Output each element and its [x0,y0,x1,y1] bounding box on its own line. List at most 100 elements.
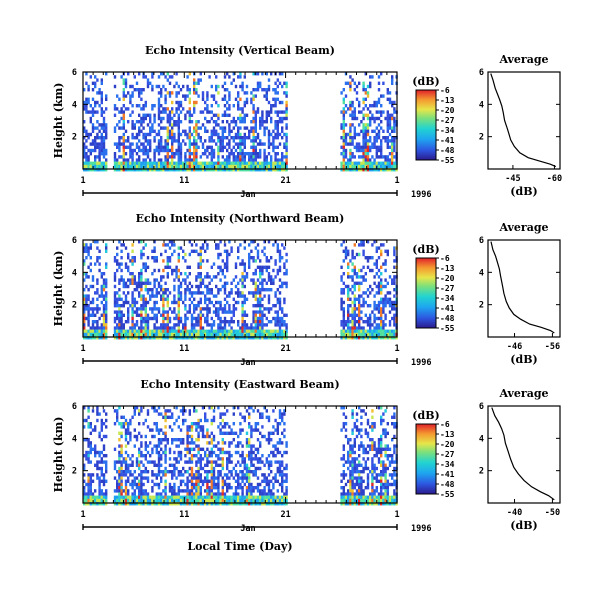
heatmap-cell [261,265,264,269]
heatmap-cell [380,148,383,153]
heatmap-cell [261,320,264,324]
heatmap-cell [133,300,136,305]
heatmap-cell [199,336,202,340]
heatmap-cell [162,473,165,477]
heatmap-cell [208,310,211,314]
heatmap-cell [179,316,183,321]
heatmap-cell [138,454,141,458]
heatmap-cell [340,168,343,172]
heatmap-cell [278,252,282,257]
heatmap-cell [206,336,209,340]
heatmap-cell [278,284,282,289]
heatmap-cell [85,249,88,253]
heatmap-cell [234,262,238,266]
heatmap-cell [256,460,260,464]
heatmap-cell [199,252,202,257]
heatmap-cell [83,406,86,410]
heatmap-cell [177,84,180,89]
heatmap-cell [265,316,268,321]
heatmap-cell [96,161,99,165]
heatmap-cell [144,418,147,423]
heatmap-cell [164,297,167,301]
heatmap-cell [190,470,194,474]
heatmap-cell [256,249,260,253]
heatmap-cell [151,498,154,503]
heatmap-cell [162,300,165,305]
heatmap-cell [144,313,147,317]
heatmap-cell [237,281,240,285]
heatmap-cell [228,161,231,165]
heatmap-cell [248,164,251,169]
heatmap-cell [391,332,394,337]
plot-frame [82,239,398,338]
heatmap-cell [391,148,394,153]
heatmap-cell [140,268,143,273]
heatmap-cell [190,313,194,317]
heatmap-cell [89,116,92,121]
heatmap-cell [94,164,97,169]
heatmap-cell [355,142,359,146]
heatmap-cell [164,148,167,153]
heatmap-cell [102,310,106,314]
heatmap-cell [186,431,189,435]
heatmap-cell [221,425,224,429]
heatmap-cell [197,486,200,490]
heatmap-cell [250,240,253,244]
heatmap-cell [179,88,183,92]
heatmap-cell [122,425,125,429]
heatmap-cell [138,473,141,477]
heatmap-cell [127,161,130,165]
heatmap-cell [272,139,275,143]
heatmap-cell [133,75,136,79]
heatmap-cell [212,502,216,506]
heatmap-cell [223,88,227,92]
heatmap-cell [199,486,202,490]
heatmap-cell [272,104,275,108]
heatmap-cell [388,120,392,124]
heatmap-cell [129,336,132,340]
heatmap-cell [116,460,119,464]
heatmap-cell [226,329,229,333]
heatmap-cell [347,81,350,85]
heatmap-cell [232,495,235,499]
heatmap-cell [364,113,367,117]
heatmap-cell [223,81,227,85]
heatmap-cell [254,268,257,273]
heatmap-cell [210,498,213,503]
colorbar-tick-label: -34 [440,126,455,135]
heatmap-cell [155,161,158,165]
heatmap-cell [239,164,242,169]
heatmap-cell [182,441,185,445]
heatmap-cell [94,329,97,333]
heatmap-cell [113,297,117,301]
heatmap-cell [245,476,249,480]
heatmap-cell [351,139,354,143]
heatmap-cell [267,418,271,423]
heatmap-cell [276,132,279,137]
heatmap-cell [96,304,99,308]
heatmap-cell [230,470,233,474]
heatmap-cell [184,142,187,146]
heatmap-cell [162,495,165,499]
heatmap-cell [188,281,191,285]
heatmap-cell [355,116,359,121]
heatmap-cell [252,164,255,169]
heatmap-cell [168,498,172,503]
heatmap-cell [120,168,123,172]
heatmap-cell [160,495,163,499]
heatmap-cell [142,158,145,162]
heatmap-cell [355,272,359,276]
heatmap-cell [184,502,187,506]
heatmap-cell [373,316,376,321]
heatmap-cell [278,158,282,162]
heatmap-cell [190,438,194,442]
heatmap-cell [129,463,132,467]
heatmap-cell [118,498,121,503]
heatmap-cell [96,476,99,480]
heatmap-cell [184,168,187,172]
heatmap-cell [248,158,251,162]
heatmap-cell [91,409,95,413]
heatmap-cell [160,142,163,146]
heatmap-cell [259,304,262,308]
heatmap-cell [362,336,365,340]
